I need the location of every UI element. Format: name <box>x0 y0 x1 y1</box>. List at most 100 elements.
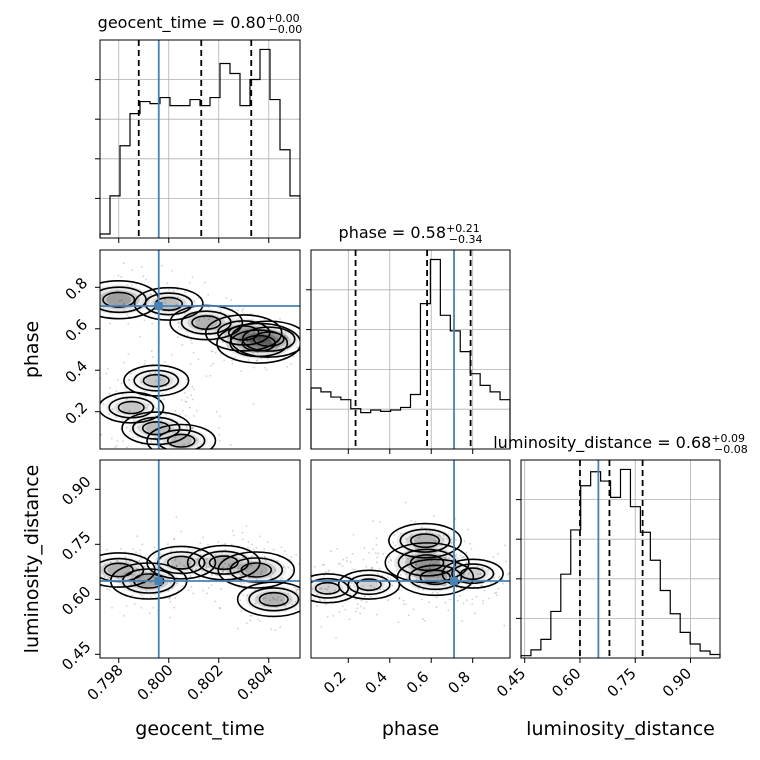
grid-layer <box>100 40 720 658</box>
panel-luminosity_distance-vs-geocent_time-sample-point <box>249 614 252 617</box>
panel-phase-vs-geocent_time-sample-point <box>116 440 119 442</box>
panel-luminosity_distance-vs-phase-contour-3-0 <box>337 569 401 600</box>
panel-luminosity_distance-vs-phase-sample-point <box>399 573 402 576</box>
panel-luminosity_distance-vs-phase-density-blob-5-2 <box>463 568 483 579</box>
panel-luminosity_distance-vs-geocent_time-sample-point <box>233 570 236 572</box>
panel-luminosity_distance-vs-geocent_time-sample-point <box>274 569 277 572</box>
panel-phase-vs-geocent_time-sample-point <box>123 309 126 312</box>
panel-luminosity_distance-vs-geocent_time-sample-point <box>124 555 127 558</box>
panel-phase-vs-geocent_time-sample-point <box>140 381 143 383</box>
panel-luminosity_distance-vs-geocent_time-sample-point <box>93 580 95 582</box>
panel-phase-vs-geocent_time-sample-point <box>230 299 233 301</box>
panel-phase-vs-geocent_time-sample-point <box>177 322 180 324</box>
panel-phase-vs-geocent_time-sample-point <box>150 292 152 295</box>
panel-phase-vs-geocent_time-sample-point <box>192 427 194 429</box>
panel-luminosity_distance-vs-geocent_time-sample-point <box>237 627 239 630</box>
panel-luminosity_distance-vs-geocent_time-sample-point <box>249 619 252 622</box>
panel-phase-vs-geocent_time-sample-point <box>145 406 148 409</box>
panel-phase-vs-geocent_time-contour-5-0 <box>229 320 300 358</box>
panel-phase-vs-geocent_time-sample-point <box>191 427 194 430</box>
panel-luminosity_distance-vs-geocent_time-sample-point <box>175 564 178 567</box>
panel-luminosity_distance-vs-phase-sample-point <box>344 608 347 611</box>
panel-luminosity_distance-vs-phase-sample-point <box>435 560 438 563</box>
panel-luminosity_distance-vs-geocent_time-sample-point <box>188 547 190 550</box>
panel-luminosity_distance-vs-geocent_time-sample-point <box>108 576 111 579</box>
panel-luminosity_distance-vs-phase-sample-point <box>349 561 352 563</box>
panel-luminosity_distance-vs-geocent_time-sample-point <box>291 603 294 606</box>
panel-phase-vs-geocent_time-sample-point <box>237 317 240 319</box>
panel-luminosity_distance-vs-phase-sample-point <box>360 599 363 602</box>
panel-luminosity_distance-vs-geocent_time-contour-0-2 <box>103 562 134 578</box>
panel-frame-luminosity_distance <box>520 459 721 659</box>
panel-phase-vs-geocent_time-sample-point <box>180 455 182 457</box>
panel-luminosity_distance-vs-phase-sample-point <box>407 549 410 552</box>
panel-luminosity_distance-vs-phase-sample-point <box>438 589 441 592</box>
panel-luminosity_distance-vs-phase-sample-point <box>418 536 420 539</box>
panel-phase-vs-geocent_time-sample-point <box>128 315 131 318</box>
panel-luminosity_distance-vs-geocent_time-sample-point <box>293 586 295 588</box>
panel-luminosity_distance-vs-phase-sample-point <box>391 584 394 587</box>
panel-phase-vs-geocent_time-sample-point <box>242 307 245 310</box>
panel-luminosity_distance-vs-geocent_time-sample-point <box>95 565 97 567</box>
panel-luminosity_distance-vs-phase-sample-point <box>399 532 402 535</box>
panel-luminosity_distance-vs-phase-sample-point <box>495 594 498 596</box>
panel-luminosity_distance-vs-phase-sample-point <box>387 561 390 564</box>
panel-luminosity_distance-vs-geocent_time-sample-point <box>133 603 136 605</box>
panel-luminosity_distance-vs-geocent_time-contour-5-1 <box>248 587 300 612</box>
panel-luminosity_distance-vs-phase-sample-point <box>436 591 439 594</box>
panel-luminosity_distance-vs-phase-density-blob-5-0 <box>448 562 497 585</box>
panel-luminosity_distance-vs-geocent_time-sample-point <box>109 561 112 564</box>
panel-luminosity_distance-vs-phase-sample-point <box>321 564 324 566</box>
panel-luminosity_distance-vs-geocent_time-density-blob-2-0 <box>154 550 209 576</box>
panel-luminosity_distance-vs-geocent_time-sample-point <box>260 570 263 573</box>
panel-phase-vs-geocent_time-sample-point <box>221 341 224 343</box>
panel-phase-vs-geocent_time-sample-point <box>128 378 130 381</box>
panel-phase-vs-geocent_time-sample-point <box>145 463 147 465</box>
panel-phase-vs-geocent_time-sample-point <box>136 426 139 429</box>
panel-luminosity_distance-vs-geocent_time-contour-3-2 <box>208 555 239 571</box>
panel-luminosity_distance-vs-phase-sample-point <box>396 530 399 533</box>
panel-luminosity_distance-vs-geocent_time-sample-point <box>180 530 183 533</box>
panel-phase-vs-geocent_time-sample-point <box>256 359 259 362</box>
panel-luminosity_distance-vs-phase-sample-point <box>405 603 407 605</box>
panel-phase-vs-geocent_time-sample-point <box>149 372 151 375</box>
panel-phase-vs-geocent_time-sample-point <box>302 313 304 315</box>
panel-luminosity_distance-vs-geocent_time-density-blob-5-2 <box>262 593 286 606</box>
panel-luminosity_distance-vs-geocent_time-sample-point <box>295 591 298 593</box>
panel-luminosity_distance-vs-phase-sample-point <box>497 576 500 579</box>
tick-label-phase-2: 0.6 <box>62 315 92 345</box>
panel-phase-vs-geocent_time-sample-point <box>237 309 240 312</box>
panel-phase-vs-geocent_time-sample-point <box>131 284 133 286</box>
panel-phase-vs-geocent_time-sample-point <box>170 421 173 423</box>
panel-phase-vs-geocent_time-sample-point <box>260 357 263 360</box>
panel-luminosity_distance-vs-geocent_time-sample-point <box>169 600 172 603</box>
panel-luminosity_distance-vs-phase-sample-point <box>435 596 438 599</box>
panel-luminosity_distance-vs-phase-sample-point <box>374 552 377 555</box>
panel-luminosity_distance-vs-phase-sample-point <box>431 591 434 594</box>
panel-phase-vs-geocent_time-sample-point <box>142 452 144 454</box>
panel-luminosity_distance-vs-phase-sample-point <box>436 576 439 579</box>
panel-luminosity_distance-vs-phase-sample-point <box>326 588 329 591</box>
panel-phase-vs-geocent_time-sample-point <box>86 260 88 262</box>
panel-phase-vs-geocent_time-sample-point <box>126 446 128 449</box>
panel-phase-vs-geocent_time-contour-0-2 <box>102 291 136 308</box>
panel-phase-vs-geocent_time-sample-point <box>122 440 125 443</box>
panel-luminosity_distance-vs-geocent_time-contour-5-2 <box>258 591 289 607</box>
panel-phase-vs-geocent_time-sample-point <box>90 303 92 305</box>
panel-luminosity_distance-vs-geocent_time-sample-point <box>241 531 244 534</box>
panel-luminosity_distance-vs-phase-sample-point <box>363 547 366 550</box>
panel-phase-vs-geocent_time-contour-9-0 <box>146 423 217 449</box>
panel-phase-vs-geocent_time-sample-point <box>168 469 170 471</box>
panel-luminosity_distance-vs-phase-sample-point <box>415 563 418 565</box>
panel-luminosity_distance-vs-phase-sample-point <box>463 540 466 543</box>
panel-phase-vs-geocent_time-truth-marker <box>154 301 163 310</box>
panel-phase-vs-geocent_time-sample-point <box>121 418 124 421</box>
panel-phase-vs-geocent_time-sample-point <box>177 449 179 451</box>
panel-phase-vs-geocent_time-sample-point <box>116 289 119 292</box>
panel-luminosity_distance-vs-phase-sample-point <box>476 573 479 575</box>
panel-phase-vs-geocent_time-sample-point <box>265 368 268 371</box>
panel-phase-vs-geocent_time-sample-point <box>214 351 217 354</box>
panel-luminosity_distance-vs-geocent_time-sample-point <box>245 525 248 527</box>
panel-luminosity_distance-vs-geocent_time-sample-point <box>200 571 203 574</box>
panel-luminosity_distance-vs-phase-sample-point <box>306 558 308 560</box>
